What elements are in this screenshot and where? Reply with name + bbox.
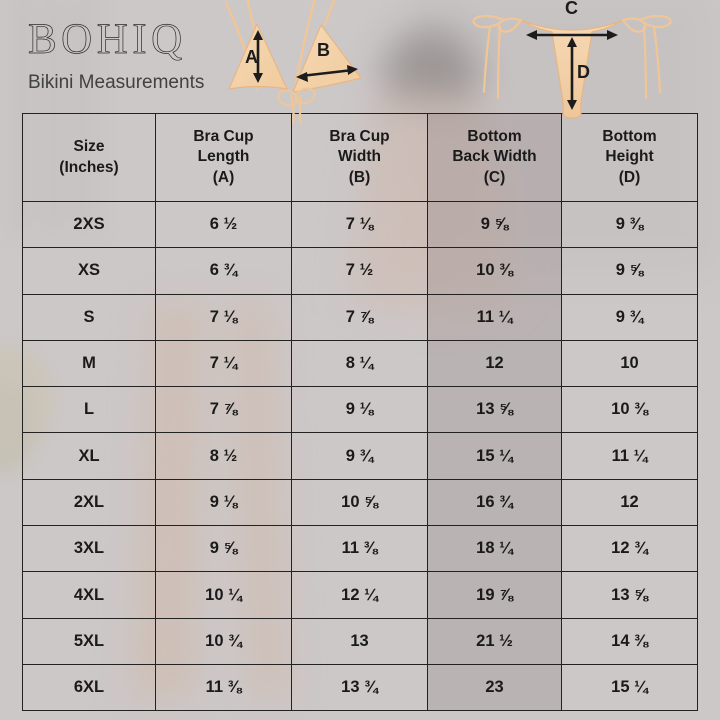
svg-text:B: B — [317, 40, 330, 60]
svg-text:D: D — [577, 62, 590, 82]
svg-text:C: C — [565, 0, 578, 18]
svg-text:A: A — [245, 47, 258, 67]
